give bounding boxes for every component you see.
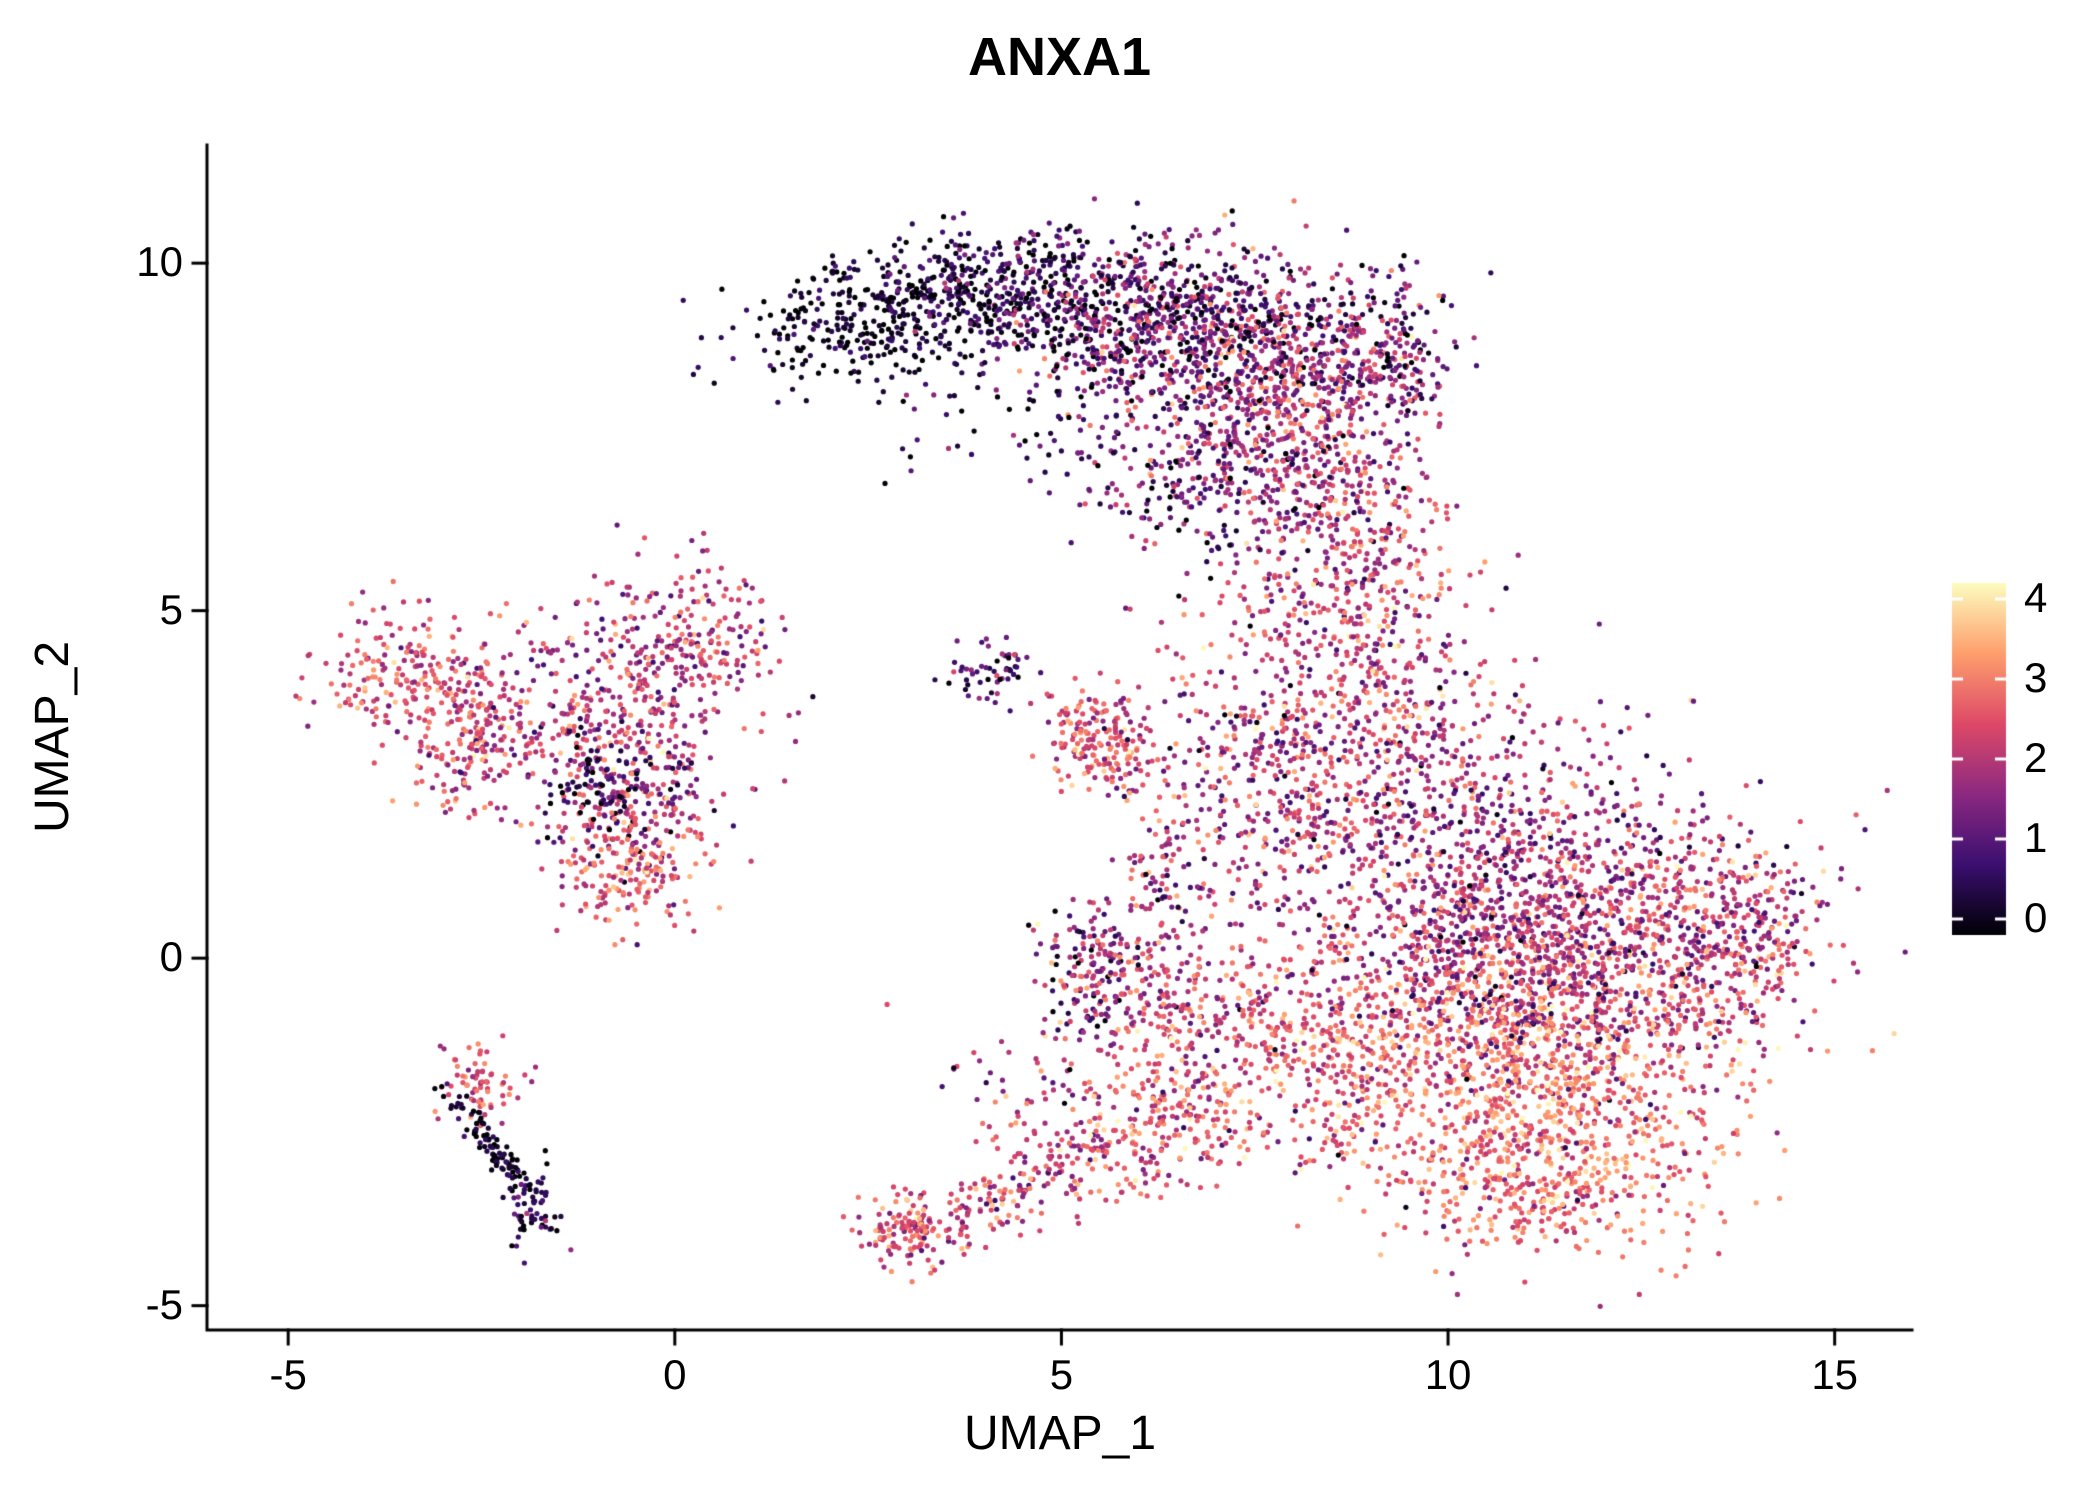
x-axis-label: UMAP_1 — [963, 1407, 1157, 1460]
x-tick-label--5: -5 — [269, 1351, 307, 1398]
x-tick-label-10: 10 — [1424, 1351, 1472, 1398]
colorbar-label-3: 3 — [2024, 654, 2048, 701]
x-tick-label-5: 5 — [1049, 1351, 1074, 1398]
y-tick-label-5: 5 — [159, 585, 183, 633]
plot-title: ANXA1 — [967, 27, 1152, 87]
colorbar-label-1: 1 — [2024, 814, 2048, 861]
colorbar-label-0: 0 — [2024, 894, 2048, 941]
colorbar-label-2: 2 — [2024, 734, 2048, 781]
y-tick-label-0: 0 — [159, 933, 183, 981]
y-tick-label-10: 10 — [136, 238, 183, 286]
x-tick-label-0: 0 — [663, 1351, 687, 1398]
colorbar-label-4: 4 — [2024, 574, 2048, 621]
y-tick-label--5: -5 — [145, 1280, 183, 1328]
x-tick-label-15: 15 — [1811, 1351, 1859, 1398]
